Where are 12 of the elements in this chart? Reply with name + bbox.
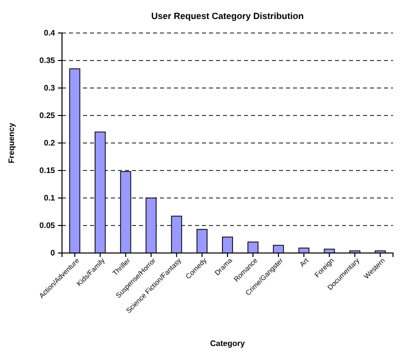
y-axis-title: Frequency <box>7 122 16 164</box>
y-tick-label: 0.35 <box>39 56 56 66</box>
y-tick-label: 0.2 <box>44 138 56 148</box>
y-tick-label: 0.4 <box>44 28 56 38</box>
x-axis-title: Category <box>210 339 246 348</box>
y-tick-label: 0.05 <box>39 221 56 230</box>
y-tick-label: 0.25 <box>39 111 56 120</box>
y-tick-label: 0.3 <box>44 84 56 93</box>
y-tick-label: 0.15 <box>39 166 56 176</box>
y-tick-label: 0 <box>50 248 56 258</box>
y-tick-label: 0.1 <box>44 194 56 203</box>
chart-title: User Request Category Distribution <box>151 11 304 21</box>
